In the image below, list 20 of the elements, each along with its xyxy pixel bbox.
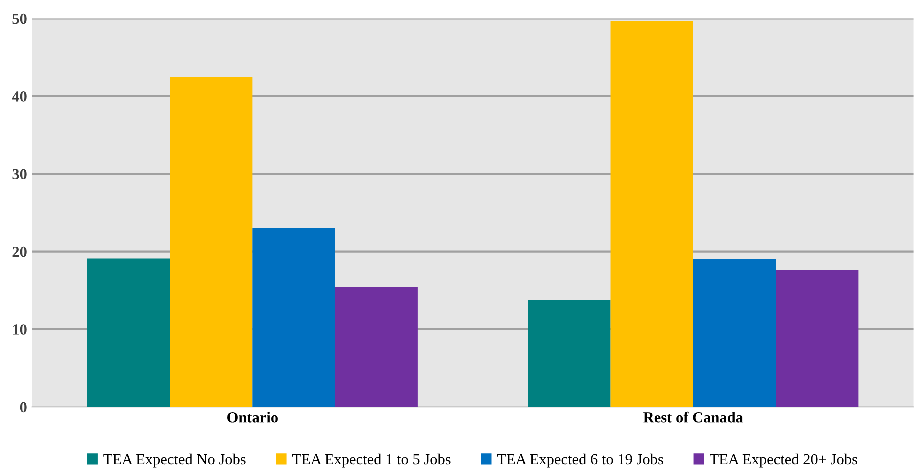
y-tick-label: 50 — [12, 14, 27, 24]
x-tick-label: Ontario — [228, 412, 278, 423]
y-tick-label: 10 — [13, 324, 27, 335]
bar — [776, 270, 859, 408]
bar — [610, 21, 694, 408]
y-tick-label: 40 — [12, 92, 27, 102]
bar — [252, 228, 336, 408]
bar — [87, 258, 170, 408]
x-tick-label: Rest of Canada — [644, 412, 744, 423]
bar — [528, 300, 611, 408]
legend-label: TEA Expected 20+ Jobs — [710, 454, 858, 468]
bar — [170, 76, 253, 408]
legend-label: TEA Expected 6 to 19 Jobs — [497, 454, 664, 468]
y-tick-label: 0 — [20, 402, 27, 413]
bar — [693, 260, 776, 408]
y-tick-label: 20 — [12, 246, 27, 258]
legend-label: TEA Expected No Jobs — [104, 454, 246, 468]
y-tick-label: 30 — [12, 169, 27, 180]
legend-label: TEA Expected 1 to 5 Jobs — [292, 454, 451, 468]
bar — [335, 288, 418, 408]
